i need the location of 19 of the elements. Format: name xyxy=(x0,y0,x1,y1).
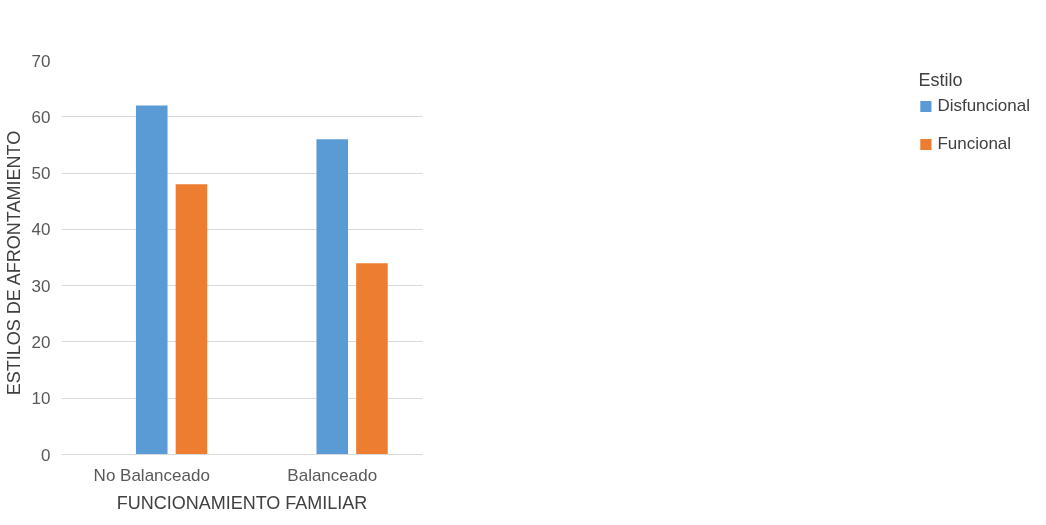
y-tick-label: 30 xyxy=(31,276,51,296)
legend-label: Funcional xyxy=(937,134,1012,154)
y-tick-label: 0 xyxy=(41,445,51,465)
x-tick-label: No Balanceado xyxy=(93,465,210,485)
legend-label: Disfuncional xyxy=(937,96,1030,116)
bar xyxy=(316,139,349,455)
y-tick-label: 60 xyxy=(31,107,51,127)
y-tick-label: 50 xyxy=(31,164,51,184)
bar xyxy=(175,184,208,455)
x-tick-label: Balanceado xyxy=(287,465,378,485)
y-axis-title: ESTILOS DE AFRONTAMIENTO xyxy=(3,130,24,396)
x-axis-title: FUNCIONAMIENTO FAMILIAR xyxy=(116,492,368,513)
y-tick-label: 10 xyxy=(31,389,51,409)
legend-title: Estilo xyxy=(918,70,964,91)
y-tick-label: 40 xyxy=(31,220,51,240)
bar xyxy=(356,263,388,455)
y-tick-label: 70 xyxy=(31,51,51,71)
y-tick-label: 20 xyxy=(31,332,51,352)
bar xyxy=(135,105,168,455)
